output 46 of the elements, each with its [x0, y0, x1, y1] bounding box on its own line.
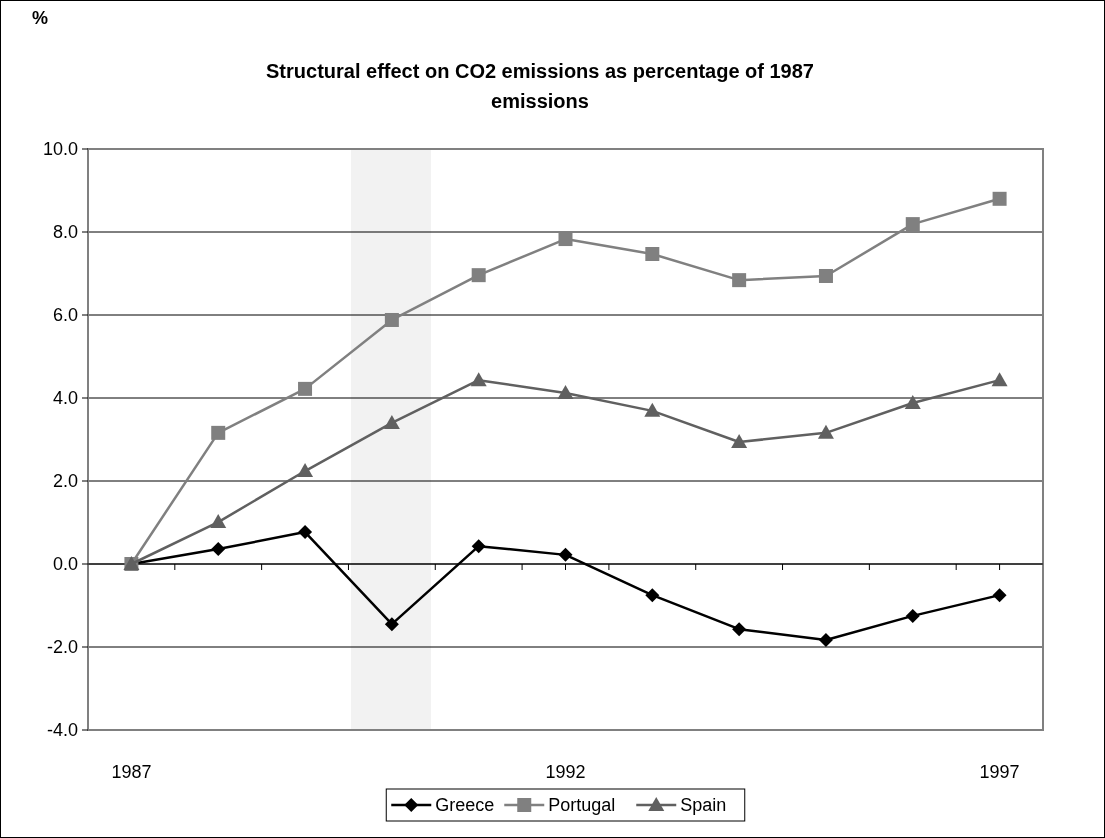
y-tick-label: -4.0	[46, 720, 78, 740]
point	[992, 191, 1007, 206]
chart-title: Structural effect on CO2 emissions as percentage of 1987 emissions	[266, 60, 814, 112]
point	[992, 588, 1007, 603]
point	[471, 539, 486, 554]
point	[298, 525, 313, 540]
point	[644, 402, 661, 417]
point	[470, 372, 487, 387]
point	[905, 217, 920, 232]
y-tick-label: 4.0	[52, 388, 78, 408]
y-tick-label: 6.0	[52, 305, 78, 325]
point	[818, 268, 833, 283]
point	[211, 425, 226, 440]
point	[384, 312, 399, 327]
point	[645, 588, 660, 603]
x-tick-label: 1997	[979, 762, 1020, 782]
point	[558, 547, 573, 562]
y-tick-label: 8.0	[52, 222, 78, 242]
y-tick-label: 10.0	[42, 139, 78, 159]
point	[818, 632, 833, 647]
point	[297, 463, 314, 478]
point	[298, 381, 313, 396]
point	[471, 268, 486, 283]
point	[211, 542, 226, 557]
y-tick-label: 0.0	[52, 554, 78, 574]
x-tick-label: 1987	[111, 762, 152, 782]
legend-label: Portugal	[548, 795, 616, 815]
point	[817, 424, 834, 439]
point	[731, 433, 748, 448]
y-tick-label: -2.0	[46, 637, 78, 657]
text: %	[31, 8, 49, 28]
point	[645, 247, 660, 261]
y-tick-label: 2.0	[52, 471, 78, 491]
legend-label: Spain	[680, 795, 727, 815]
point	[732, 273, 747, 288]
point	[991, 372, 1008, 387]
point	[557, 385, 574, 400]
point	[905, 608, 920, 623]
legend-label: Greece	[435, 795, 495, 815]
point	[904, 394, 921, 409]
x-tick-label: 1992	[545, 762, 586, 782]
point	[210, 514, 227, 529]
point	[383, 414, 400, 429]
point	[384, 617, 399, 632]
point	[732, 622, 747, 637]
point	[558, 232, 573, 247]
